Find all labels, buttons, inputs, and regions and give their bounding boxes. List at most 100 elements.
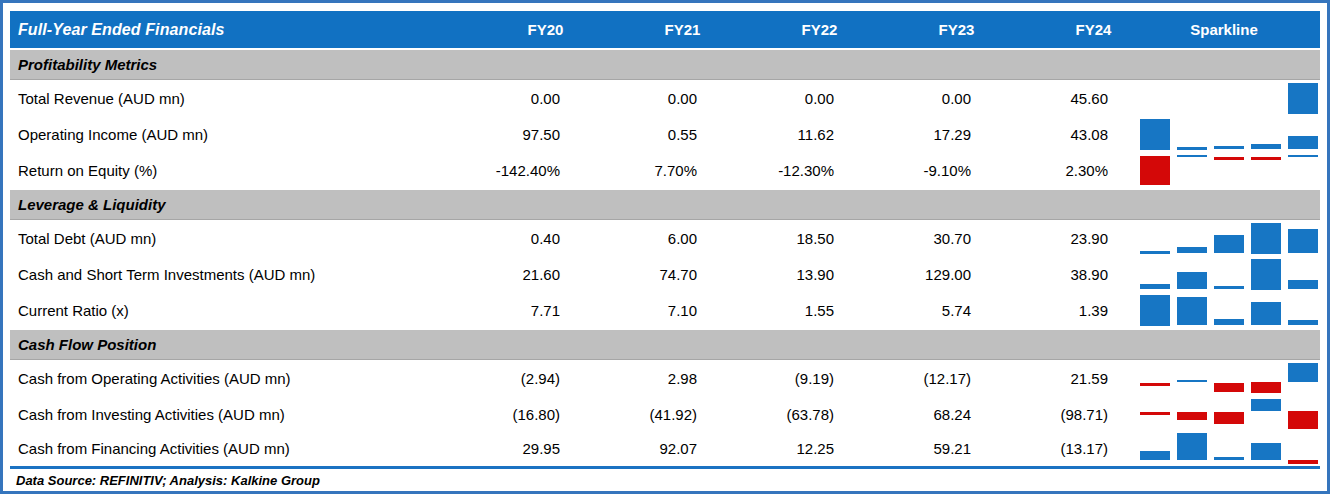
- section-band-profitability: Profitability Metrics: [10, 50, 1320, 80]
- sparkline: [1140, 119, 1318, 150]
- value-fy21: 92.07: [614, 440, 751, 457]
- sparkline-bar: [1288, 83, 1318, 114]
- value-fy20: 0.40: [477, 230, 614, 247]
- sparkline-cell: [1162, 80, 1320, 116]
- section-title: Leverage & Liquidity: [10, 196, 166, 213]
- row-label: Cash from Financing Activities (AUD mn): [10, 440, 477, 457]
- value-fy21: 0.55: [614, 126, 751, 143]
- sparkline-bar: [1177, 380, 1207, 383]
- sparkline-bar: [1251, 399, 1281, 412]
- value-fy20: 7.71: [477, 302, 614, 319]
- source-note: Data Source: REFINITIV; Analysis: Kalkin…: [10, 473, 320, 488]
- sparkline-cell: [1162, 256, 1320, 292]
- value-fy23: 17.29: [888, 126, 1025, 143]
- table-row-cash-financing: Cash from Financing Activities (AUD mn) …: [10, 432, 1320, 465]
- row-label: Operating Income (AUD mn): [10, 126, 477, 143]
- table-row-total-debt: Total Debt (AUD mn) 0.40 6.00 18.50 30.7…: [10, 220, 1320, 256]
- value-fy20: 97.50: [477, 126, 614, 143]
- row-label: Cash and Short Term Investments (AUD mn): [10, 266, 477, 283]
- sparkline-bar: [1177, 272, 1207, 290]
- row-label: Return on Equity (%): [10, 162, 477, 179]
- sparkline-bar: [1251, 443, 1281, 460]
- sparkline-bar: [1140, 295, 1170, 326]
- table-header-row: Full-Year Ended Financials FY20 FY21 FY2…: [10, 11, 1320, 48]
- sparkline-bar: [1288, 460, 1318, 464]
- sparkline-bar: [1288, 155, 1318, 158]
- value-fy21: 7.70%: [614, 162, 751, 179]
- column-header-fy21: FY21: [614, 21, 751, 38]
- row-label: Cash from Investing Activities (AUD mn): [10, 406, 477, 423]
- value-fy22: 11.62: [751, 126, 888, 143]
- value-fy22: 13.90: [751, 266, 888, 283]
- table-row-cash-operating: Cash from Operating Activities (AUD mn) …: [10, 360, 1320, 396]
- sparkline-cell: [1162, 292, 1320, 328]
- table-row-operating-income: Operating Income (AUD mn) 97.50 0.55 11.…: [10, 116, 1320, 152]
- value-fy22: -12.30%: [751, 162, 888, 179]
- section-title: Cash Flow Position: [10, 336, 156, 353]
- sparkline-bar: [1214, 412, 1244, 424]
- sparkline-bar: [1288, 280, 1318, 289]
- sparkline-bar: [1288, 411, 1318, 429]
- section-title: Profitability Metrics: [10, 56, 157, 73]
- table-row-cash-investing: Cash from Investing Activities (AUD mn) …: [10, 396, 1320, 432]
- value-fy23: 59.21: [888, 440, 1025, 457]
- value-fy22: 18.50: [751, 230, 888, 247]
- sparkline-bar: [1140, 251, 1170, 254]
- sparkline-bar: [1140, 284, 1170, 289]
- financial-table: Full-Year Ended Financials FY20 FY21 FY2…: [0, 0, 1330, 494]
- value-fy22: 0.00: [751, 90, 888, 107]
- value-fy21: 2.98: [614, 370, 751, 387]
- sparkline-bar: [1177, 433, 1207, 460]
- sparkline-cell: [1162, 116, 1320, 152]
- sparkline-bar: [1288, 320, 1318, 326]
- row-label: Cash from Operating Activities (AUD mn): [10, 370, 477, 387]
- value-fy23: 68.24: [888, 406, 1025, 423]
- sparkline-bar: [1140, 412, 1170, 415]
- value-fy23: 129.00: [888, 266, 1025, 283]
- value-fy20: 21.60: [477, 266, 614, 283]
- value-fy23: 5.74: [888, 302, 1025, 319]
- table-row-current-ratio: Current Ratio (x) 7.71 7.10 1.55 5.74 1.…: [10, 292, 1320, 328]
- sparkline: [1140, 295, 1318, 326]
- row-label: Total Revenue (AUD mn): [10, 90, 477, 107]
- sparkline: [1140, 433, 1318, 464]
- sparkline-bar: [1251, 259, 1281, 290]
- value-fy20: (2.94): [477, 370, 614, 387]
- sparkline: [1140, 83, 1318, 114]
- value-fy20: -142.40%: [477, 162, 614, 179]
- sparkline-bar: [1251, 223, 1281, 254]
- row-label: Current Ratio (x): [10, 302, 477, 319]
- value-fy23: -9.10%: [888, 162, 1025, 179]
- value-fy23: (12.17): [888, 370, 1025, 387]
- value-fy22: 1.55: [751, 302, 888, 319]
- column-header-fy20: FY20: [477, 21, 614, 38]
- sparkline-cell: [1162, 152, 1320, 188]
- table-title: Full-Year Ended Financials: [10, 21, 477, 39]
- value-fy20: (16.80): [477, 406, 614, 423]
- table-footer: Data Source: REFINITIV; Analysis: Kalkin…: [10, 469, 1320, 491]
- value-fy21: 0.00: [614, 90, 751, 107]
- sparkline: [1140, 223, 1318, 254]
- sparkline-cell: [1162, 360, 1320, 396]
- value-fy21: 74.70: [614, 266, 751, 283]
- sparkline-cell: [1162, 432, 1320, 465]
- sparkline-bar: [1177, 247, 1207, 253]
- column-header-fy24: FY24: [1025, 21, 1162, 38]
- sparkline-bar: [1214, 146, 1244, 150]
- column-header-fy22: FY22: [751, 21, 888, 38]
- table-row-cash-short-term-investments: Cash and Short Term Investments (AUD mn)…: [10, 256, 1320, 292]
- column-header-sparkline: Sparkline: [1162, 21, 1320, 38]
- sparkline-bar: [1177, 297, 1207, 326]
- sparkline-bar: [1214, 286, 1244, 289]
- value-fy20: 29.95: [477, 440, 614, 457]
- table-row-total-revenue: Total Revenue (AUD mn) 0.00 0.00 0.00 0.…: [10, 80, 1320, 116]
- sparkline-bar: [1288, 229, 1318, 253]
- sparkline-bar: [1177, 147, 1207, 150]
- row-label: Total Debt (AUD mn): [10, 230, 477, 247]
- value-fy21: (41.92): [614, 406, 751, 423]
- sparkline-bar: [1214, 319, 1244, 325]
- sparkline-bar: [1251, 157, 1281, 160]
- sparkline: [1140, 259, 1318, 290]
- value-fy22: (63.78): [751, 406, 888, 423]
- sparkline: [1140, 363, 1318, 394]
